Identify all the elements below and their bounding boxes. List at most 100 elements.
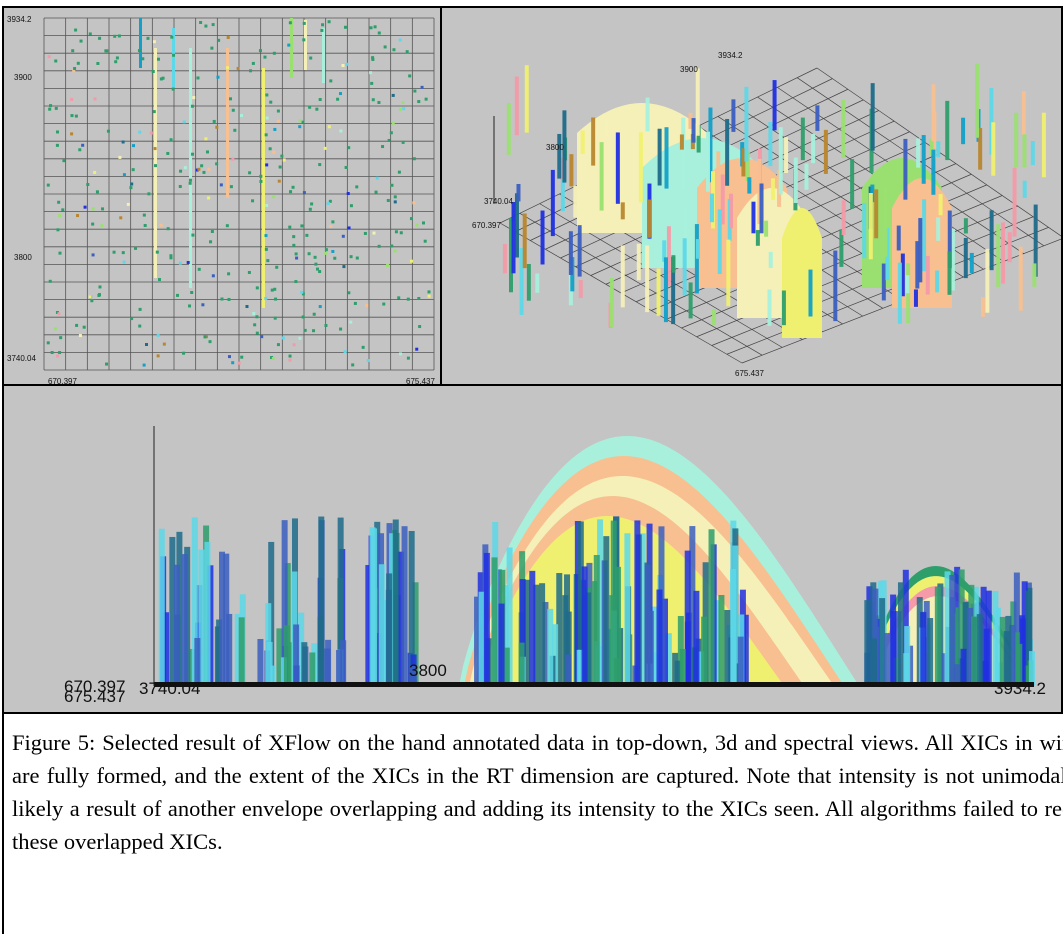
topdown-point: [374, 190, 378, 194]
3d-peak-bar: [868, 192, 873, 260]
spectral-bar: [875, 626, 882, 686]
spectral-label-mid: 3800: [409, 661, 447, 680]
topdown-point: [389, 131, 393, 135]
topdown-point: [327, 20, 331, 24]
topdown-point: [210, 230, 214, 234]
topdown-point: [195, 168, 199, 172]
spectral-bar: [661, 598, 668, 686]
spectral-bar: [265, 603, 272, 686]
3d-label-min-mz: 670.397: [472, 221, 501, 230]
topdown-point: [273, 287, 277, 291]
spectral-bar: [609, 595, 616, 686]
3d-peak-bar: [841, 200, 846, 236]
topdown-point: [202, 170, 206, 174]
spectral-bar: [1028, 651, 1035, 686]
spectral-bar: [737, 636, 744, 686]
topdown-point: [308, 105, 312, 109]
topdown-point: [186, 260, 190, 264]
topdown-point: [336, 97, 340, 101]
topdown-point: [301, 120, 305, 124]
topdown-point: [233, 128, 237, 132]
topdown-point: [231, 157, 235, 161]
topdown-point: [70, 132, 74, 136]
topdown-y-tick-3900: 3900: [14, 73, 32, 82]
topdown-point: [263, 55, 267, 59]
topdown-point: [231, 108, 235, 112]
3d-peak-bar: [502, 244, 507, 274]
3d-peak-bar: [772, 80, 777, 131]
topdown-point: [394, 230, 398, 234]
spectral-bar: [257, 638, 264, 686]
topdown-point: [307, 252, 311, 256]
topdown-point: [93, 97, 97, 101]
topdown-point: [141, 57, 145, 61]
topdown-y-tick-3800: 3800: [14, 253, 32, 262]
3d-peak-bar: [755, 230, 760, 246]
3d-peak-bar: [720, 174, 725, 225]
topdown-streak: [172, 28, 175, 88]
topdown-point: [331, 220, 335, 224]
topdown-point: [406, 356, 410, 360]
spectral-bar: [651, 606, 658, 686]
topdown-point: [57, 200, 61, 204]
spectral-bar: [565, 611, 572, 686]
3d-peak-bar: [985, 248, 990, 313]
topdown-point: [172, 53, 176, 57]
topdown-point: [301, 315, 305, 319]
topdown-point: [159, 77, 163, 81]
topdown-point: [227, 272, 231, 276]
topdown-point: [197, 267, 201, 271]
spectral-label-1: 670.397: [64, 677, 125, 696]
topdown-view-panel: 3934.2 3900 3800 3740.04 670.397 675.437: [2, 6, 442, 386]
topdown-point: [355, 185, 359, 189]
topdown-point: [301, 292, 305, 296]
topdown-point: [298, 125, 302, 129]
topdown-point: [406, 297, 410, 301]
topdown-point: [70, 97, 74, 101]
topdown-point: [341, 234, 345, 238]
topdown-point: [182, 120, 186, 124]
topdown-point: [255, 331, 259, 335]
figure-caption: Figure 5: Selected result of XFlow on th…: [12, 730, 1063, 854]
topdown-point: [71, 49, 75, 53]
topdown-point: [149, 131, 153, 135]
3d-peak-bar: [1032, 263, 1037, 287]
topdown-point: [386, 264, 390, 268]
spectral-bar: [386, 573, 393, 686]
topdown-point: [217, 38, 221, 42]
topdown-point: [147, 192, 151, 196]
spectral-bar: [893, 657, 900, 686]
topdown-point: [212, 119, 216, 123]
3d-peak-bar: [804, 163, 809, 190]
topdown-point: [387, 138, 391, 142]
3d-peak-bar: [961, 117, 966, 145]
topdown-point: [371, 98, 375, 102]
spectral-bar: [585, 592, 592, 686]
topdown-point: [122, 173, 126, 177]
topdown-point: [369, 26, 373, 30]
topdown-point: [88, 295, 92, 299]
spectral-bar: [665, 633, 672, 686]
topdown-point: [226, 66, 230, 70]
topdown-streak: [226, 48, 229, 198]
topdown-point: [423, 239, 427, 243]
3d-peak-bar: [1030, 141, 1035, 166]
topdown-point: [196, 76, 200, 80]
topdown-point: [53, 327, 57, 331]
topdown-point: [236, 66, 240, 70]
topdown-point: [171, 87, 175, 91]
spectral-bar: [701, 616, 708, 686]
spectral-label-2: 675.437: [64, 687, 125, 706]
spectral-bar: [365, 565, 372, 686]
topdown-point: [226, 35, 230, 39]
topdown-point: [188, 181, 192, 185]
topdown-point: [112, 250, 116, 254]
topdown-point: [227, 355, 231, 359]
spectral-label-3: 3740.04: [139, 679, 200, 698]
3d-peak-bar: [535, 273, 540, 293]
topdown-point: [247, 270, 251, 274]
topdown-point: [227, 297, 231, 301]
topdown-point: [402, 107, 406, 111]
spectral-bar: [378, 564, 385, 686]
topdown-point: [269, 100, 273, 104]
